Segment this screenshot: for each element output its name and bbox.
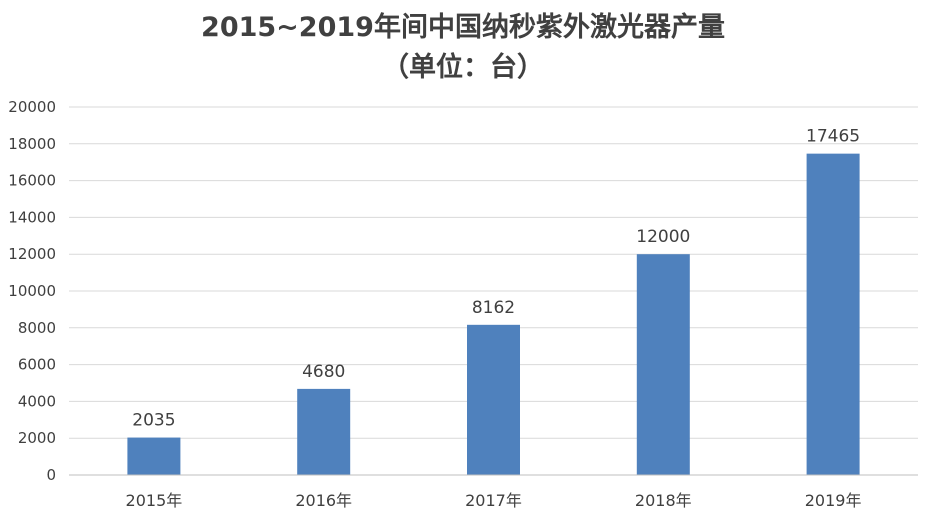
x-tick-label: 2018年 (635, 491, 692, 510)
y-tick-label: 12000 (8, 245, 56, 263)
bars (127, 153, 860, 476)
bar (467, 324, 520, 475)
y-axis: 0 2000 4000 6000 8000 10000 12000 14000 16000 180… (8, 98, 56, 484)
data-labels: 2035 4680 8162 12000 17465 (132, 127, 860, 431)
y-tick-label: 18000 (8, 135, 56, 153)
y-tick-label: 10000 (8, 282, 56, 300)
bar (127, 437, 181, 475)
x-tick-label: 2019年 (805, 491, 862, 510)
data-label: 2035 (132, 411, 175, 431)
y-tick-label: 14000 (8, 208, 56, 226)
data-label: 8162 (472, 298, 515, 318)
y-tick-label: 0 (46, 466, 56, 484)
x-tick-label: 2015年 (126, 491, 183, 510)
y-tick-label: 6000 (18, 356, 56, 374)
x-tick-label: 2017年 (465, 491, 522, 510)
x-axis: 2015年 2016年 2017年 2018年 2019年 (69, 474, 918, 510)
data-label: 12000 (636, 227, 690, 247)
x-tick-label: 2016年 (295, 491, 352, 510)
chart-title: 2015~2019年间中国纳秒紫外激光器产量 (201, 12, 725, 43)
bar (636, 254, 690, 475)
bar (806, 153, 860, 476)
y-tick-label: 20000 (8, 98, 56, 116)
chart-subtitle: （单位：台） (382, 52, 544, 83)
data-label: 4680 (302, 362, 345, 382)
y-tick-label: 4000 (18, 392, 56, 410)
y-tick-label: 8000 (18, 319, 56, 337)
y-tick-label: 2000 (18, 429, 56, 447)
y-tick-label: 16000 (8, 172, 56, 190)
data-label: 17465 (806, 127, 860, 147)
bar (297, 388, 351, 475)
